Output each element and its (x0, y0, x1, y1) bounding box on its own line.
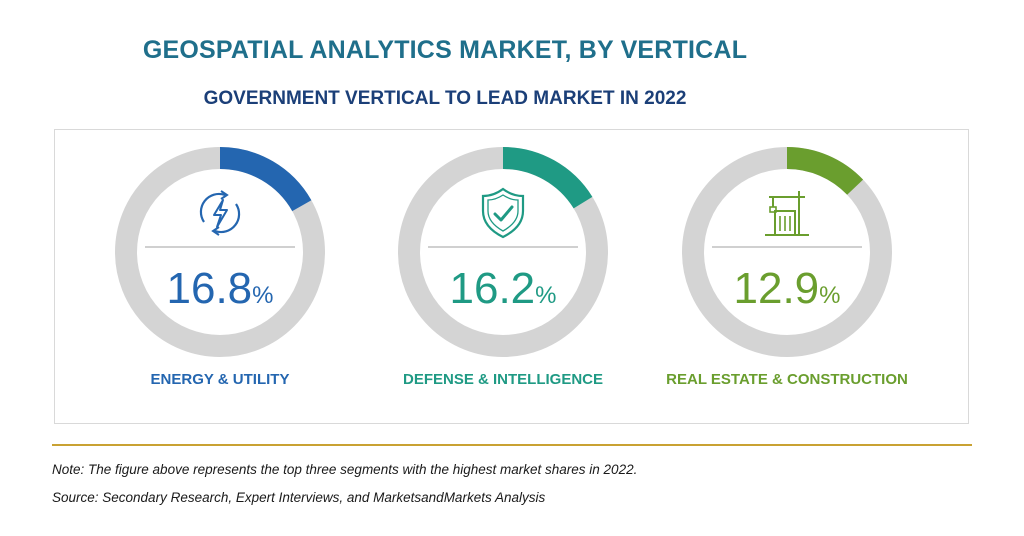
value-label: 12.9% (734, 264, 841, 313)
shield-check-icon (481, 187, 525, 239)
value-label: 16.8% (167, 264, 274, 313)
value-number: 16.2 (450, 264, 536, 313)
footer-divider (52, 444, 972, 446)
category-label: REAL ESTATE & CONSTRUCTION (666, 371, 908, 388)
value-number: 12.9 (734, 264, 820, 313)
donut-charts: 16.8% ENERGY & UTILITY 16.2% DEFENSE & INTE… (115, 147, 908, 388)
donut-3: 12.9% REAL ESTATE & CONSTRUCTION (666, 147, 908, 388)
energy-icon (199, 190, 241, 236)
donut-segment (502, 147, 593, 209)
donut-segment (219, 147, 312, 212)
footnote: Note: The figure above represents the to… (52, 462, 638, 477)
value-unit: % (535, 282, 556, 309)
category-label: ENERGY & UTILITY (151, 371, 290, 388)
chart-subtitle: GOVERNMENT VERTICAL TO LEAD MARKET IN 20… (203, 88, 687, 109)
building-crane-icon (765, 191, 809, 236)
value-unit: % (819, 282, 840, 309)
value-unit: % (252, 282, 273, 309)
value-label: 16.2% (450, 264, 557, 313)
value-number: 16.8 (167, 264, 253, 313)
donut-1: 16.8% ENERGY & UTILITY (115, 147, 325, 388)
source-line: Source: Secondary Research, Expert Inter… (52, 490, 546, 505)
category-label: DEFENSE & INTELLIGENCE (403, 371, 603, 388)
donut-segment (786, 147, 864, 196)
chart-title: GEOSPATIAL ANALYTICS MARKET, BY VERTICAL (142, 36, 748, 64)
donut-2: 16.2% DEFENSE & INTELLIGENCE (398, 147, 608, 388)
chart-panel (54, 129, 969, 424)
